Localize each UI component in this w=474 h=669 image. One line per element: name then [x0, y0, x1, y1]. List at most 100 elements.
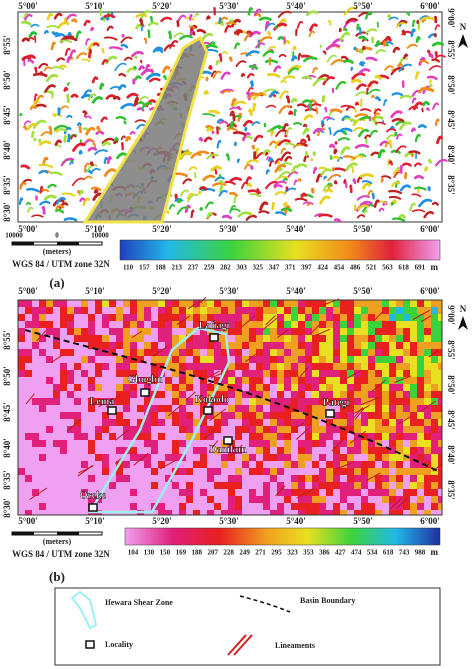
raster-cell — [424, 398, 431, 405]
raster-cell — [25, 433, 32, 440]
raster-cell — [361, 363, 368, 370]
anomaly-trace — [354, 143, 370, 149]
anomaly-trace — [218, 189, 228, 197]
raster-cell — [235, 307, 242, 314]
raster-cell — [123, 335, 130, 342]
raster-cell — [389, 300, 396, 307]
raster-cell — [151, 321, 158, 328]
raster-cell — [179, 321, 186, 328]
raster-cell — [123, 342, 130, 349]
raster-cell — [347, 398, 354, 405]
raster-cell — [25, 482, 32, 489]
anomaly-trace — [215, 59, 220, 66]
raster-cell — [277, 349, 284, 356]
anomaly-trace — [55, 204, 65, 210]
raster-cell — [130, 475, 137, 482]
raster-cell — [277, 440, 284, 447]
left-tick-label: 8°50' — [2, 366, 12, 386]
anomaly-trace — [358, 48, 364, 54]
raster-cell — [214, 503, 221, 510]
locality-marker — [209, 333, 219, 342]
raster-cell — [354, 468, 361, 475]
raster-cell — [284, 440, 291, 447]
anomaly-trace — [428, 84, 433, 88]
anomaly-trace — [302, 201, 314, 205]
anomaly-trace — [411, 97, 417, 104]
raster-cell — [291, 419, 298, 426]
anomaly-trace — [216, 139, 222, 149]
anomaly-trace — [333, 148, 338, 155]
raster-cell — [284, 349, 291, 356]
raster-cell — [298, 405, 305, 412]
anomaly-trace — [391, 118, 405, 123]
raster-cell — [340, 503, 347, 510]
raster-cell — [172, 356, 179, 363]
anomaly-trace — [246, 73, 255, 79]
raster-cell — [144, 496, 151, 503]
raster-cell — [263, 489, 270, 496]
raster-cell — [312, 321, 319, 328]
anomaly-trace — [401, 29, 406, 36]
raster-cell — [88, 384, 95, 391]
anomaly-trace — [63, 217, 78, 222]
left-tick-label: 8°30' — [2, 498, 12, 518]
raster-cell — [18, 426, 25, 433]
raster-cell — [368, 461, 375, 468]
raster-cell — [340, 370, 347, 377]
anomaly-trace — [337, 137, 350, 142]
raster-cell — [298, 447, 305, 454]
raster-cell — [389, 482, 396, 489]
anomaly-trace — [186, 192, 194, 200]
anomaly-trace — [160, 16, 173, 23]
raster-cell — [25, 503, 32, 510]
raster-cell — [200, 426, 207, 433]
anomaly-trace — [26, 122, 38, 131]
raster-cell — [249, 349, 256, 356]
raster-cell — [284, 412, 291, 419]
anomaly-trace — [339, 31, 350, 42]
colorbar-label: 534 — [367, 549, 378, 557]
raster-cell — [298, 328, 305, 335]
bottom-tick-label: 6°00' — [420, 516, 440, 526]
anomaly-trace — [71, 18, 78, 23]
raster-cell — [214, 398, 221, 405]
raster-cell — [67, 356, 74, 363]
raster-cell — [102, 342, 109, 349]
raster-cell — [375, 454, 382, 461]
raster-cell — [249, 419, 256, 426]
raster-cell — [319, 391, 326, 398]
raster-cell — [340, 412, 347, 419]
raster-cell — [60, 412, 67, 419]
raster-cell — [200, 300, 207, 307]
raster-cell — [277, 321, 284, 328]
raster-cell — [53, 412, 60, 419]
raster-cell — [193, 454, 200, 461]
raster-cell — [193, 475, 200, 482]
anomaly-trace — [355, 91, 367, 97]
raster-cell — [144, 433, 151, 440]
raster-cell — [144, 349, 151, 356]
raster-cell — [361, 447, 368, 454]
anomaly-trace — [340, 55, 349, 61]
raster-cell — [347, 461, 354, 468]
raster-cell — [228, 349, 235, 356]
anomaly-trace — [219, 16, 229, 23]
raster-cell — [186, 412, 193, 419]
raster-cell — [53, 419, 60, 426]
lineament — [420, 315, 432, 323]
raster-cell — [67, 363, 74, 370]
raster-cell — [354, 440, 361, 447]
raster-cell — [158, 419, 165, 426]
raster-cell — [81, 321, 88, 328]
lineament — [296, 488, 315, 499]
raster-cell — [228, 328, 235, 335]
lineament — [241, 315, 256, 328]
raster-cell — [326, 300, 333, 307]
raster-cell — [256, 412, 263, 419]
lineament — [25, 393, 35, 405]
anomaly-trace — [162, 65, 171, 74]
raster-cell — [382, 398, 389, 405]
raster-cell — [242, 468, 249, 475]
raster-cell — [375, 328, 382, 335]
raster-cell — [263, 356, 270, 363]
